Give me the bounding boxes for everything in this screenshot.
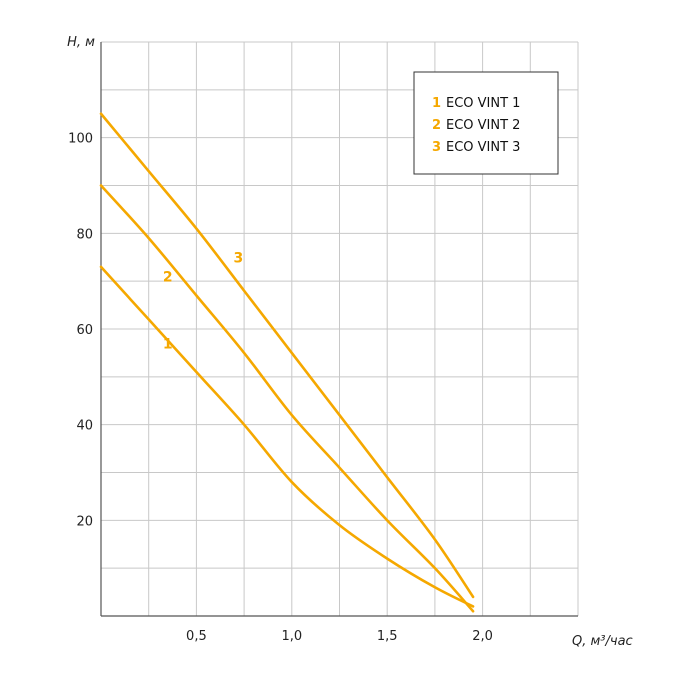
x-tick-label: 2,0 <box>472 629 493 644</box>
legend-entry-1: ECO VINT 1 <box>446 96 520 111</box>
axes <box>100 42 578 617</box>
legend: 1 ECO VINT 1 2 ECO VINT 2 3 ECO VINT 3 <box>413 71 559 175</box>
legend-number-2: 2 <box>432 118 441 133</box>
curve-label-1: 1 <box>163 336 173 352</box>
x-tick-label: 0,5 <box>186 629 207 644</box>
y-axis-title: H, м <box>67 35 95 50</box>
series-line-3 <box>99 112 475 599</box>
curve-label-3: 3 <box>234 250 244 266</box>
legend-number-1: 1 <box>432 96 441 111</box>
curve-labels: 1 2 3 <box>163 250 243 352</box>
y-tick-label: 40 <box>76 419 93 434</box>
grid <box>101 41 579 616</box>
x-tick-label: 1,5 <box>377 629 398 644</box>
legend-entry-3: ECO VINT 3 <box>446 140 520 155</box>
tick-labels: 0,5 1,0 1,5 2,0 20 40 60 80 100 <box>68 132 493 644</box>
y-tick-label: 80 <box>76 227 93 242</box>
series-line-1 <box>99 265 475 608</box>
x-axis-title: Q, м³/час <box>572 634 633 649</box>
series-group <box>99 112 475 613</box>
y-tick-label: 60 <box>76 323 93 338</box>
curve-label-2: 2 <box>163 269 173 285</box>
series-line-2 <box>99 184 475 613</box>
x-tick-label: 1,0 <box>281 629 302 644</box>
legend-box <box>413 71 559 175</box>
legend-number-3: 3 <box>432 140 441 155</box>
legend-entry-2: ECO VINT 2 <box>446 118 520 133</box>
y-tick-label: 100 <box>68 132 93 147</box>
y-tick-label: 20 <box>76 514 93 529</box>
